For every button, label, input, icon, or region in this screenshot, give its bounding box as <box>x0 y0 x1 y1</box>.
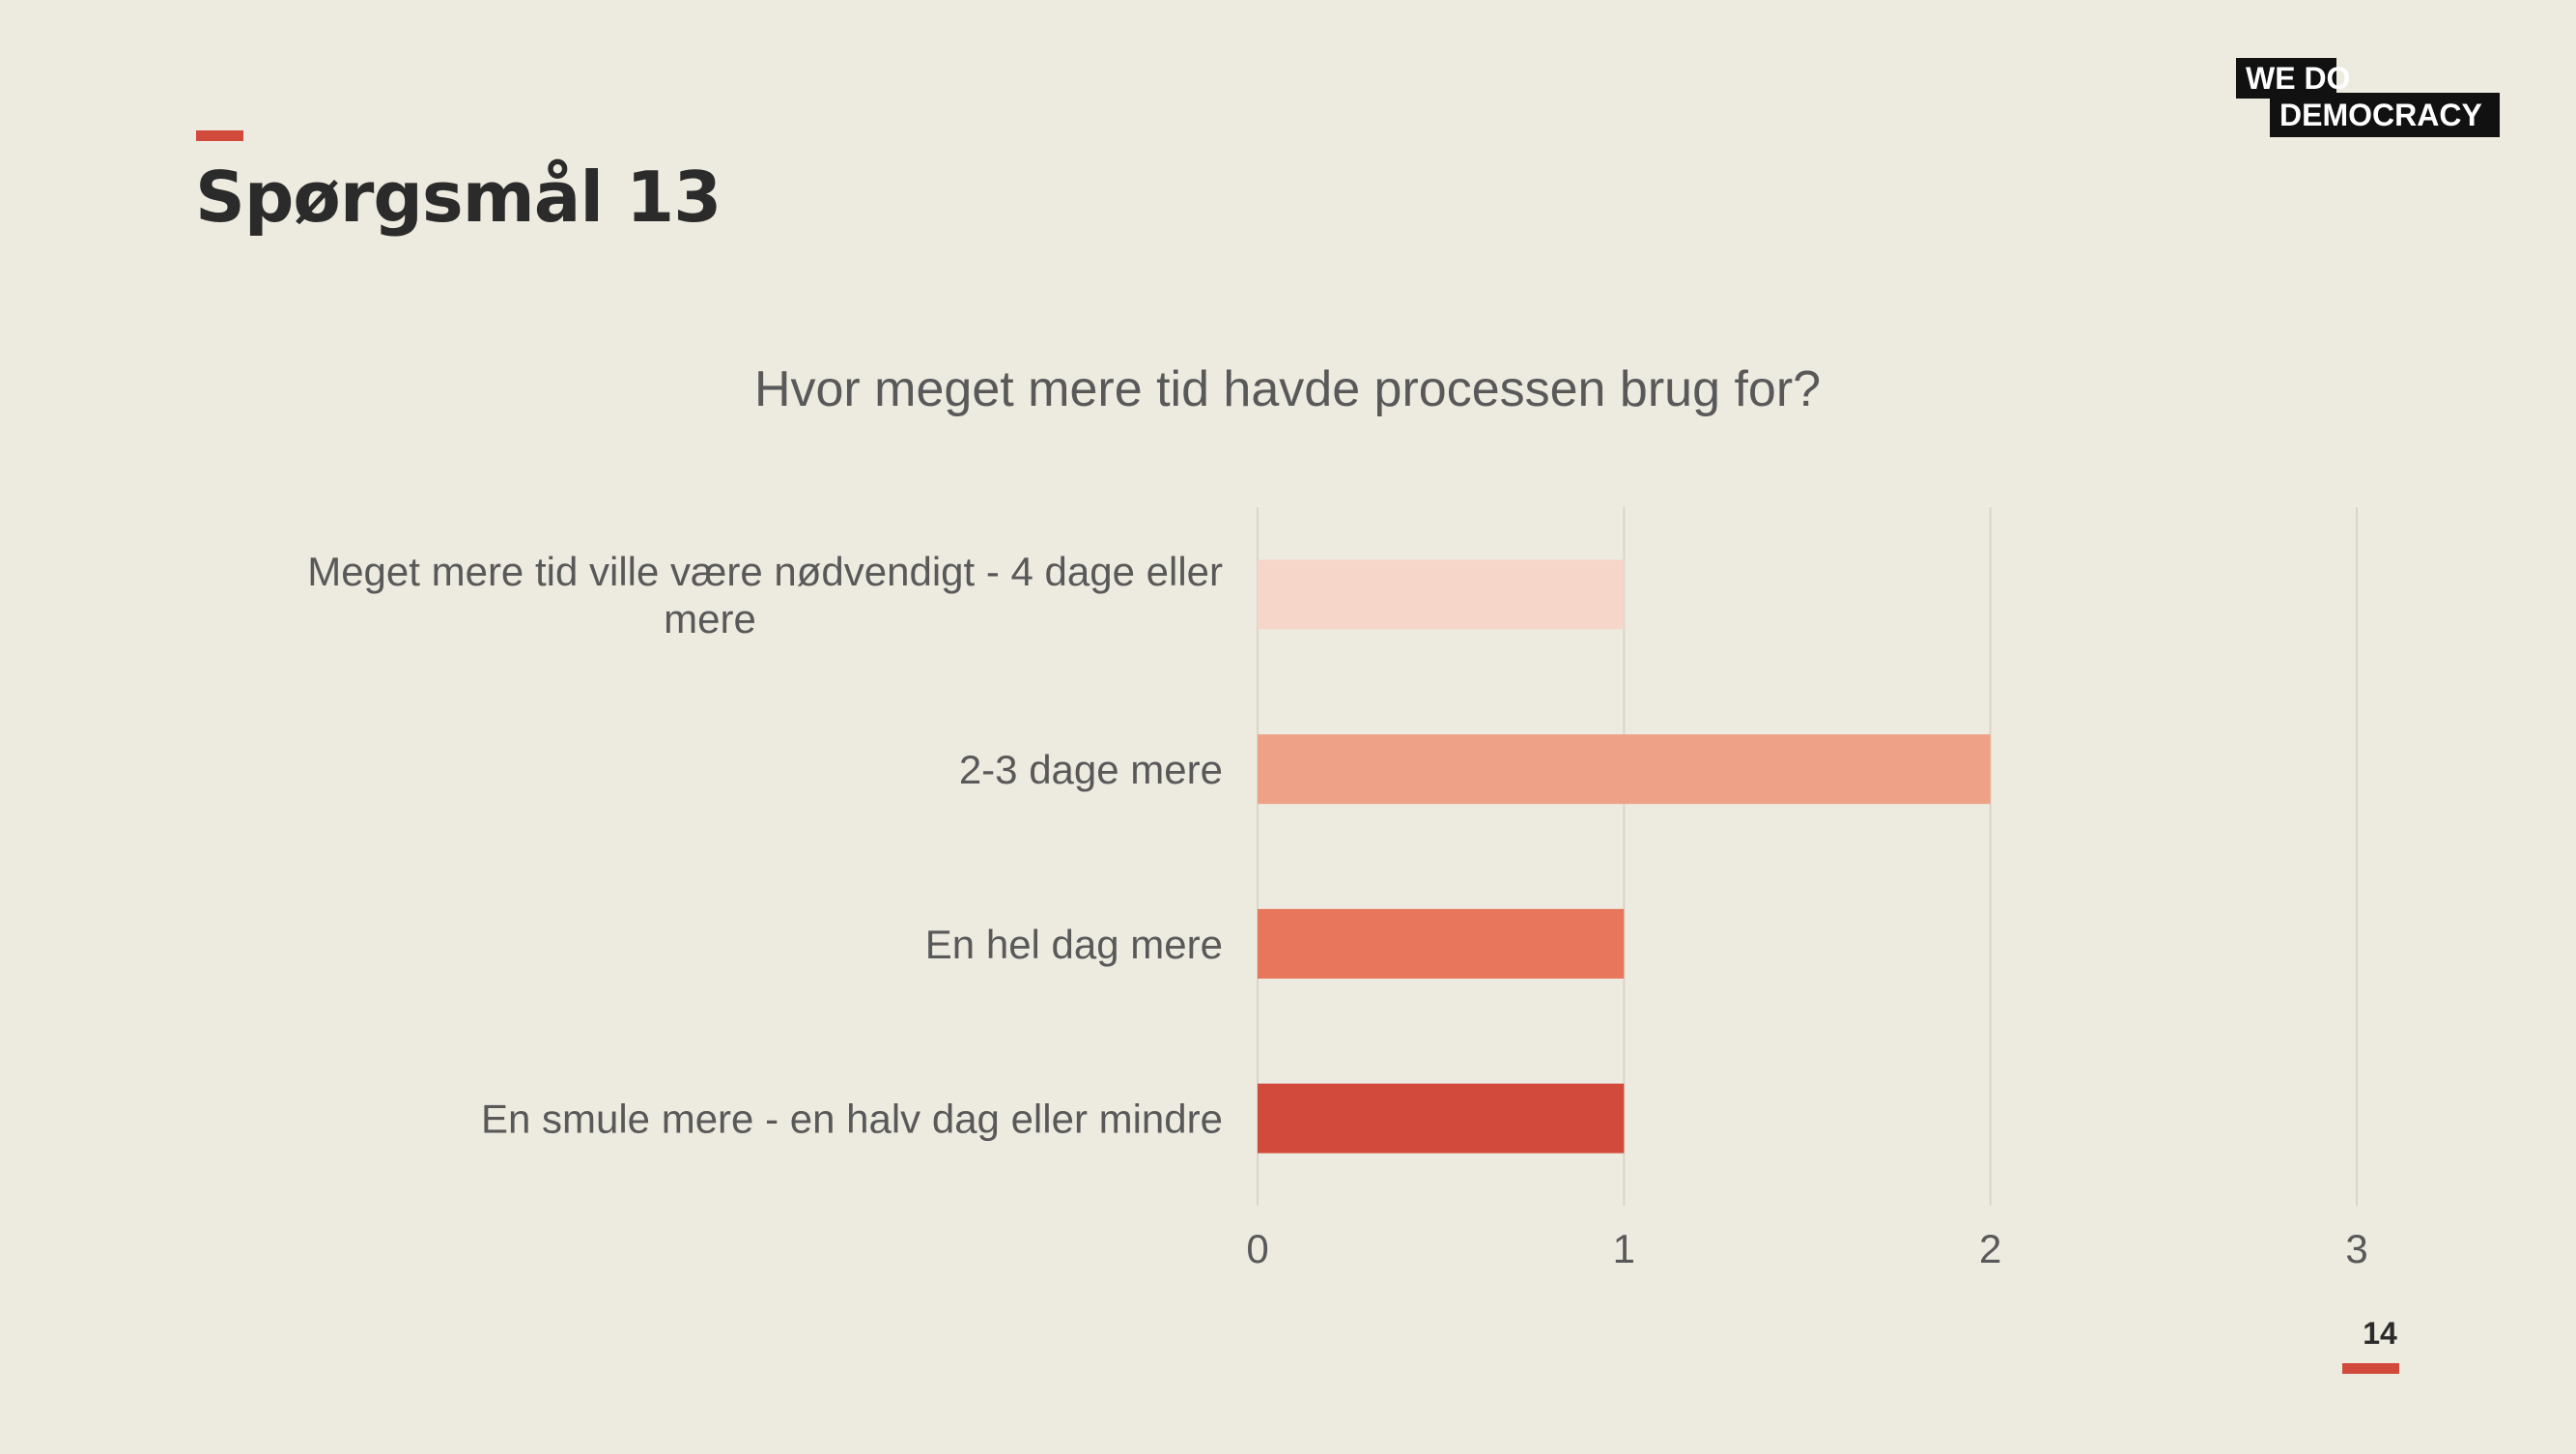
logo-line-2: DEMOCRACY <box>2270 93 2500 137</box>
logo-line-1: WE DO <box>2236 58 2350 99</box>
category-label-4: En smule mere - en halv dag eller mindre <box>481 1097 1223 1142</box>
category-labels: Meget mere tid ville være nødvendigt - 4… <box>307 549 1223 1142</box>
category-label-2: 2-3 dage mere <box>959 747 1223 792</box>
category-label-1-line-1: Meget mere tid ville være nødvendigt - 4… <box>307 549 1223 594</box>
category-label-3-line-1: En hel dag mere <box>925 922 1223 967</box>
x-axis-ticks: 0 1 2 3 <box>1246 1226 2367 1271</box>
category-label-4-line-1: En smule mere - en halv dag eller mindre <box>481 1097 1223 1142</box>
bar-2 <box>1258 734 1991 805</box>
bar-4 <box>1258 1083 1625 1154</box>
bar-1 <box>1258 559 1625 630</box>
bars <box>1258 559 1991 1154</box>
bar-3 <box>1258 908 1625 979</box>
x-tick-label-1: 1 <box>1613 1226 1635 1271</box>
x-tick-label-0: 0 <box>1246 1226 1268 1271</box>
x-tick-label-3: 3 <box>2345 1226 2367 1271</box>
category-label-2-line-1: 2-3 dage mere <box>959 747 1223 792</box>
slide-title: Spørgsmål 13 <box>195 157 722 238</box>
page-number-accent <box>2342 1363 2399 1374</box>
category-label-1-line-2: mere <box>664 596 756 641</box>
chart-title: Hvor meget mere tid havde processen brug… <box>754 361 1821 417</box>
page-number: 14 <box>2363 1316 2397 1351</box>
title-accent-bar <box>196 130 243 141</box>
x-tick-label-2: 2 <box>1979 1226 2001 1271</box>
category-label-1: Meget mere tid ville være nødvendigt - 4… <box>307 549 1223 641</box>
category-label-3: En hel dag mere <box>925 922 1223 967</box>
we-do-democracy-logo: WE DO DEMOCRACY <box>2236 58 2500 137</box>
